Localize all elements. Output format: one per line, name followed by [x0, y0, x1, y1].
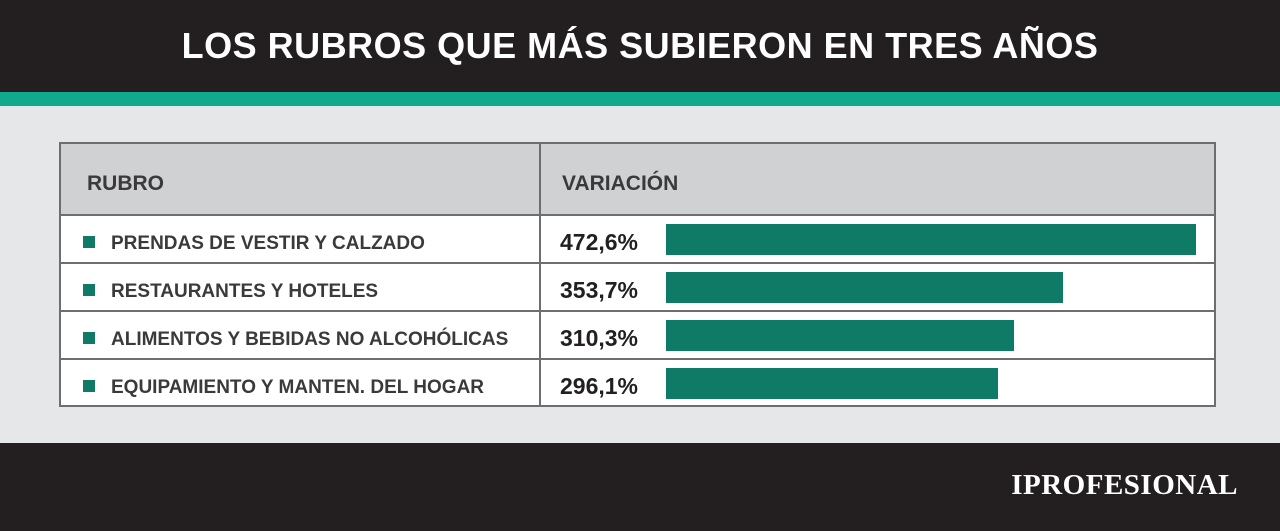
bar [666, 224, 1196, 255]
column-header-rubro: RUBRO [87, 172, 164, 195]
square-bullet-icon [83, 284, 95, 296]
category-label: RESTAURANTES Y HOTELES [111, 281, 379, 302]
category-label: PRENDAS DE VESTIR Y CALZADO [111, 233, 425, 254]
row-divider [61, 262, 1214, 264]
square-bullet-icon [83, 332, 95, 344]
brand-logo: IPROFESIONAL [1011, 469, 1238, 501]
column-divider [539, 144, 541, 405]
category-label: ALIMENTOS Y BEBIDAS NO ALCOHÓLICAS [111, 329, 509, 350]
row-divider [61, 358, 1214, 360]
square-bullet-icon [83, 380, 95, 392]
accent-strip [0, 92, 1280, 106]
bar [666, 272, 1063, 303]
table-row: PRENDAS DE VESTIR Y CALZADO 472,6% [61, 216, 1214, 262]
footer-bar: IPROFESIONAL [0, 443, 1280, 531]
value-label: 310,3% [560, 325, 639, 351]
table-row: ALIMENTOS Y BEBIDAS NO ALCOHÓLICAS 310,3% [61, 312, 1214, 358]
value-label: 472,6% [560, 229, 639, 255]
square-bullet-icon [83, 236, 95, 248]
bar [666, 368, 998, 399]
title-banner: LOS RUBROS QUE MÁS SUBIERON EN TRES AÑOS [0, 0, 1280, 92]
table-row: RESTAURANTES Y HOTELES 353,7% [61, 264, 1214, 310]
data-table: RUBRO VARIACIÓN PRENDAS DE VESTIR Y CALZ… [59, 142, 1216, 407]
bar [666, 320, 1014, 351]
table-header: RUBRO VARIACIÓN [61, 144, 1214, 214]
table-row: EQUIPAMIENTO Y MANTEN. DEL HOGAR 296,1% [61, 360, 1214, 406]
row-divider [61, 310, 1214, 312]
column-header-variacion: VARIACIÓN [562, 172, 679, 195]
row-divider [61, 214, 1214, 216]
chart-title: LOS RUBROS QUE MÁS SUBIERON EN TRES AÑOS [181, 25, 1099, 66]
category-label: EQUIPAMIENTO Y MANTEN. DEL HOGAR [111, 377, 485, 398]
value-label: 353,7% [560, 277, 639, 303]
value-label: 296,1% [560, 373, 639, 399]
